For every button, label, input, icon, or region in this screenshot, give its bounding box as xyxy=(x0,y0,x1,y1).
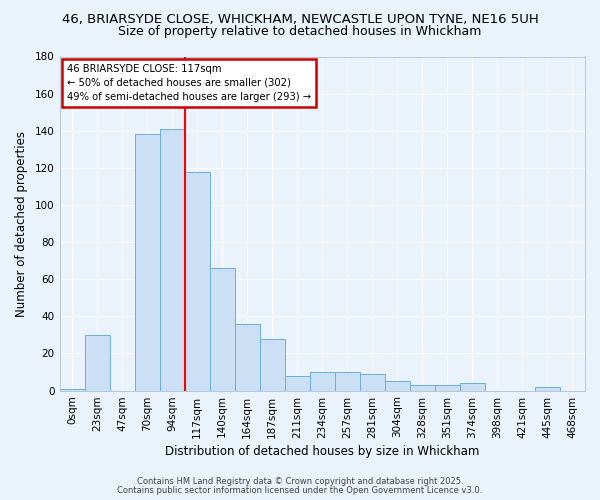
Bar xyxy=(360,374,385,390)
Bar xyxy=(209,268,235,390)
Text: Contains public sector information licensed under the Open Government Licence v3: Contains public sector information licen… xyxy=(118,486,482,495)
Bar xyxy=(535,387,560,390)
Bar xyxy=(385,382,410,390)
Bar xyxy=(134,134,160,390)
Bar xyxy=(59,388,85,390)
Y-axis label: Number of detached properties: Number of detached properties xyxy=(15,130,28,316)
Bar xyxy=(435,385,460,390)
Bar xyxy=(285,376,310,390)
Text: 46, BRIARSYDE CLOSE, WHICKHAM, NEWCASTLE UPON TYNE, NE16 5UH: 46, BRIARSYDE CLOSE, WHICKHAM, NEWCASTLE… xyxy=(62,12,538,26)
Text: Size of property relative to detached houses in Whickham: Size of property relative to detached ho… xyxy=(118,25,482,38)
Text: 46 BRIARSYDE CLOSE: 117sqm
← 50% of detached houses are smaller (302)
49% of sem: 46 BRIARSYDE CLOSE: 117sqm ← 50% of deta… xyxy=(67,64,311,102)
Text: Contains HM Land Registry data © Crown copyright and database right 2025.: Contains HM Land Registry data © Crown c… xyxy=(137,477,463,486)
X-axis label: Distribution of detached houses by size in Whickham: Distribution of detached houses by size … xyxy=(165,444,479,458)
Bar xyxy=(235,324,260,390)
Bar xyxy=(85,335,110,390)
Bar xyxy=(335,372,360,390)
Bar xyxy=(460,383,485,390)
Bar xyxy=(160,129,185,390)
Bar xyxy=(310,372,335,390)
Bar xyxy=(410,385,435,390)
Bar xyxy=(260,338,285,390)
Bar xyxy=(185,172,209,390)
